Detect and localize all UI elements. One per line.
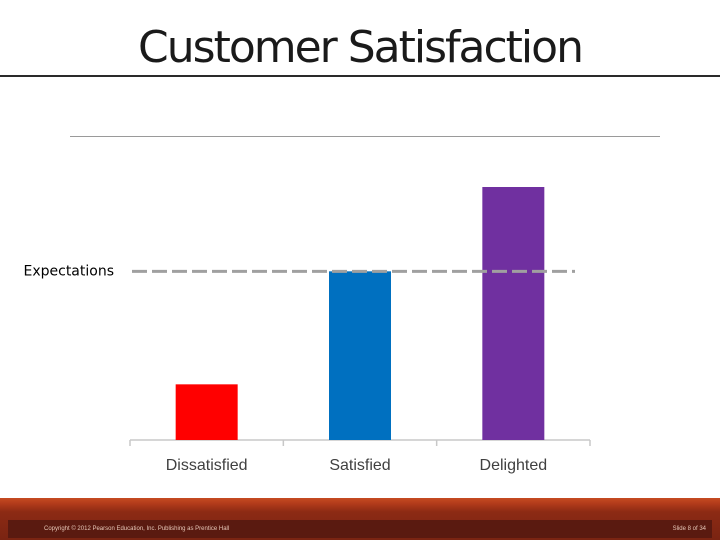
- bar-satisfied: [329, 271, 391, 440]
- copyright-text: Copyright © 2012 Pearson Education, Inc.…: [44, 526, 230, 532]
- category-label-dissatisfied: Dissatisfied: [166, 457, 248, 474]
- category-label-satisfied: Satisfied: [329, 457, 390, 474]
- slide-title: Customer Satisfaction: [138, 22, 584, 73]
- footer-inner-band: [8, 520, 712, 538]
- title-divider: [0, 75, 720, 77]
- footer-bar: [0, 498, 720, 540]
- expectations-label: Expectations: [23, 263, 114, 279]
- chart-top-border: [70, 136, 660, 137]
- slide-number: Slide 8 of 34: [672, 526, 706, 532]
- category-label-delighted: Delighted: [480, 457, 548, 474]
- satisfaction-chart: Dissatisfied Satisfied Delighted Expectatio…: [23, 187, 591, 474]
- bar-dissatisfied: [175, 384, 238, 440]
- bar-delighted: [482, 187, 545, 440]
